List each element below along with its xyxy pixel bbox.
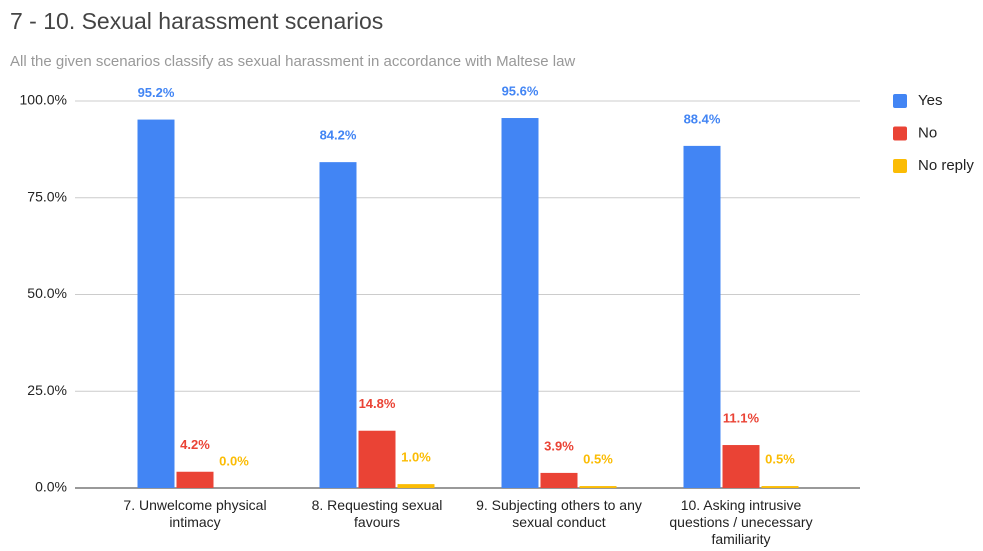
- chart-title: 7 - 10. Sexual harassment scenarios: [10, 8, 383, 34]
- x-tick-label: 10. Asking intrusive questions / unecess…: [669, 497, 813, 547]
- bar: [176, 471, 214, 488]
- data-label: 14.8%: [359, 396, 396, 411]
- bar: [397, 484, 435, 488]
- data-label: 1.0%: [401, 450, 431, 465]
- x-tick-label: 9. Subjecting others to any sexual condu…: [476, 497, 642, 530]
- data-label: 95.2%: [138, 85, 175, 100]
- data-label: 84.2%: [320, 128, 357, 143]
- legend-swatch: [893, 94, 907, 108]
- data-label: 88.4%: [684, 111, 721, 126]
- bar: [761, 486, 799, 488]
- x-tick-label: 8. Requesting sexual favours: [311, 497, 443, 530]
- legend-swatch: [893, 159, 907, 173]
- y-tick-label: 0.0%: [35, 479, 67, 495]
- data-label: 4.2%: [180, 437, 210, 452]
- bar: [683, 145, 721, 488]
- bar: [501, 118, 539, 488]
- y-tick-label: 50.0%: [27, 285, 67, 301]
- bar: [722, 445, 760, 488]
- bar: [579, 486, 617, 488]
- data-label: 95.6%: [502, 83, 539, 98]
- x-tick-label: 7. Unwelcome physical intimacy: [123, 497, 267, 530]
- legend-swatch: [893, 126, 907, 141]
- data-label: 0.5%: [583, 452, 613, 467]
- bar: [358, 430, 396, 488]
- y-tick-label: 25.0%: [27, 382, 67, 398]
- y-tick-label: 75.0%: [27, 188, 67, 204]
- y-tick-label: 100.0%: [20, 92, 67, 108]
- data-label: 3.9%: [544, 438, 574, 453]
- bar: [319, 162, 357, 488]
- bar: [540, 472, 578, 488]
- legend-label: No reply: [918, 157, 974, 174]
- bar: [137, 119, 175, 489]
- data-label: 0.0%: [219, 453, 249, 468]
- legend-label: No: [918, 124, 937, 141]
- data-label: 0.5%: [765, 452, 795, 467]
- chart-subtitle: All the given scenarios classify as sexu…: [10, 53, 575, 70]
- legend-label: Yes: [918, 92, 942, 109]
- data-label: 11.1%: [723, 410, 760, 425]
